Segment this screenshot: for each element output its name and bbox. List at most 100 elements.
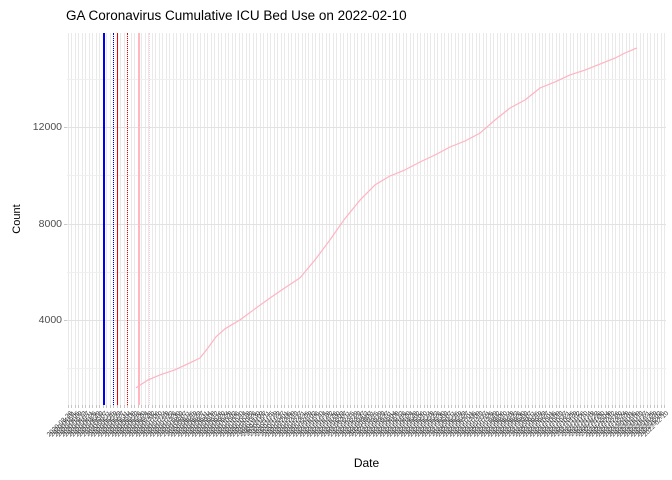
x-tick-mark (252, 405, 254, 408)
x-tick-mark (346, 405, 348, 408)
x-tick-mark (454, 405, 456, 408)
x-gridline (332, 33, 334, 405)
x-tick-mark (479, 405, 481, 408)
x-gridline (660, 33, 662, 405)
x-gridline (562, 33, 564, 405)
x-tick-mark (458, 405, 460, 408)
x-tick-mark (576, 405, 578, 408)
x-gridline (615, 33, 617, 405)
x-tick-mark (426, 405, 428, 408)
x-gridline (88, 33, 90, 405)
x-tick-mark (217, 405, 219, 408)
x-tick-mark (392, 405, 394, 408)
x-gridline (277, 33, 279, 405)
x-tick-mark (242, 405, 244, 408)
x-tick-mark (318, 405, 320, 408)
event-marker-line-dotted (113, 33, 114, 405)
event-marker-line-dotted (149, 33, 150, 405)
x-gridline (569, 33, 571, 405)
y-tick-label: 8000 (38, 217, 62, 230)
x-gridline (535, 33, 537, 405)
y-tick-mark (64, 127, 67, 128)
x-tick-mark (482, 405, 484, 408)
x-tick-mark (245, 405, 247, 408)
x-tick-mark (622, 405, 624, 408)
x-gridline (367, 33, 369, 405)
x-gridline (573, 33, 575, 405)
x-tick-mark (238, 405, 240, 408)
x-tick-mark (559, 405, 561, 408)
x-gridline (604, 33, 606, 405)
x-tick-mark (311, 405, 313, 408)
x-gridline (632, 33, 634, 405)
x-tick-mark (305, 405, 306, 408)
x-tick-mark (71, 405, 73, 408)
x-tick-mark (447, 405, 449, 408)
x-gridline (552, 33, 554, 405)
x-tick-mark (235, 405, 237, 408)
x-tick-mark (123, 405, 125, 408)
x-gridline (85, 33, 87, 405)
x-tick-mark (433, 405, 435, 408)
x-gridline (259, 33, 261, 405)
x-tick-mark (639, 405, 641, 408)
x-tick-mark (284, 405, 286, 408)
x-gridline (123, 33, 125, 405)
x-gridline (555, 33, 557, 405)
x-gridline (179, 33, 181, 405)
x-gridline (92, 33, 94, 405)
x-gridline (472, 33, 474, 405)
x-gridline (78, 33, 80, 405)
x-tick-mark (583, 405, 585, 408)
x-tick-mark (587, 405, 589, 408)
x-gridline (106, 33, 108, 405)
x-gridline (308, 33, 310, 405)
x-gridline (650, 33, 652, 405)
x-gridline (629, 33, 631, 405)
x-tick-mark (395, 405, 397, 408)
y-major-gridline (67, 319, 666, 321)
x-gridline (203, 33, 205, 405)
x-tick-mark (468, 405, 470, 408)
x-gridline (357, 33, 359, 405)
y-minor-gridline (67, 271, 666, 273)
x-gridline (583, 33, 585, 405)
x-gridline (646, 33, 648, 405)
x-tick-mark (594, 405, 596, 408)
x-gridline (388, 33, 390, 405)
x-gridline (437, 33, 439, 405)
x-gridline (252, 33, 254, 405)
x-tick-mark (179, 405, 181, 408)
x-tick-mark (332, 405, 334, 408)
x-tick-mark (270, 405, 272, 408)
x-tick-mark (657, 405, 659, 408)
x-gridline (193, 33, 195, 405)
y-tick-label: 12000 (32, 121, 62, 133)
x-tick-mark (367, 405, 369, 408)
y-major-gridline (67, 223, 666, 225)
x-tick-mark (545, 405, 547, 408)
x-gridline (444, 33, 446, 405)
x-axis-title: Date (353, 456, 380, 470)
x-tick-mark (646, 405, 648, 408)
x-gridline (374, 33, 376, 405)
x-gridline (71, 33, 73, 405)
x-gridline (601, 33, 603, 405)
x-tick-mark (548, 405, 550, 408)
x-tick-mark (629, 405, 631, 408)
x-gridline (353, 33, 355, 405)
x-tick-mark (280, 405, 282, 408)
x-tick-mark (608, 405, 610, 408)
x-gridline (371, 33, 373, 405)
x-gridline (169, 33, 171, 405)
x-tick-mark (308, 405, 310, 408)
x-tick-mark (521, 405, 523, 408)
x-tick-mark (440, 405, 442, 408)
x-gridline (81, 33, 83, 405)
x-tick-mark (636, 405, 638, 408)
x-tick-mark (259, 405, 261, 408)
x-tick-mark (555, 405, 557, 408)
x-gridline (528, 33, 530, 405)
x-gridline (664, 33, 665, 405)
x-tick-mark (420, 405, 422, 408)
